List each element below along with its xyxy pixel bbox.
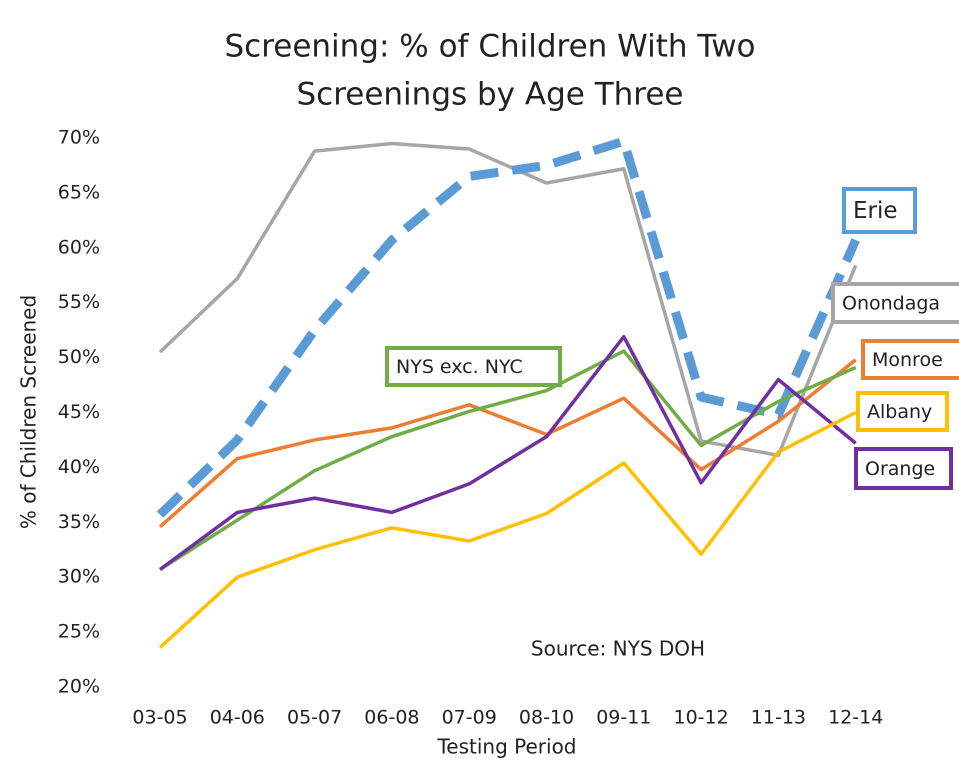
x-tick-label: 03-05 xyxy=(132,707,187,729)
y-tick-label: 50% xyxy=(58,346,100,368)
x-tick-label: 10-12 xyxy=(673,707,728,729)
series-line xyxy=(159,349,857,571)
x-tick-label: 08-10 xyxy=(519,707,574,729)
legend-label: Monroe xyxy=(872,349,943,371)
legend-label: NYS exc. NYC xyxy=(396,356,523,378)
y-tick-label: 45% xyxy=(58,401,100,423)
x-tick-label: 07-09 xyxy=(442,707,497,729)
legend-box xyxy=(861,339,959,380)
legend-box xyxy=(831,282,959,324)
series-line xyxy=(156,136,860,518)
series-line xyxy=(158,358,857,529)
legend-label: Orange xyxy=(865,458,935,480)
legend-box xyxy=(842,187,917,234)
y-tick-label: 25% xyxy=(58,621,100,643)
x-axis-label: Testing Period xyxy=(436,735,576,759)
chart-title: Screenings by Age Three xyxy=(296,77,683,113)
y-tick-label: 55% xyxy=(58,291,100,313)
legend-box xyxy=(856,391,949,432)
annotation: Source: NYS DOH xyxy=(531,637,705,661)
y-tick-label: 70% xyxy=(58,127,100,149)
series-line xyxy=(158,410,857,649)
x-tick-label: 06-08 xyxy=(364,707,419,729)
legend-label: Albany xyxy=(867,401,932,423)
y-tick-label: 35% xyxy=(58,511,100,533)
x-tick-label: 05-07 xyxy=(287,707,342,729)
y-axis-label: % of Children Screened xyxy=(17,295,41,529)
y-tick-label: 65% xyxy=(58,181,100,203)
legend-label: Erie xyxy=(853,198,898,224)
series-line xyxy=(158,334,857,571)
series-line xyxy=(158,141,858,458)
x-tick-label: 12-14 xyxy=(828,707,883,729)
legend-box xyxy=(854,447,953,490)
x-tick-label: 11-13 xyxy=(751,707,806,729)
legend-box xyxy=(385,346,562,387)
y-tick-label: 20% xyxy=(58,676,100,698)
y-tick-label: 30% xyxy=(58,566,100,588)
y-tick-label: 60% xyxy=(58,236,100,258)
y-tick-label: 40% xyxy=(58,456,100,478)
x-tick-label: 09-11 xyxy=(596,707,651,729)
x-tick-label: 04-06 xyxy=(210,707,265,729)
chart-title: Screening: % of Children With Two xyxy=(224,29,755,65)
legend-label: Onondaga xyxy=(842,293,940,315)
